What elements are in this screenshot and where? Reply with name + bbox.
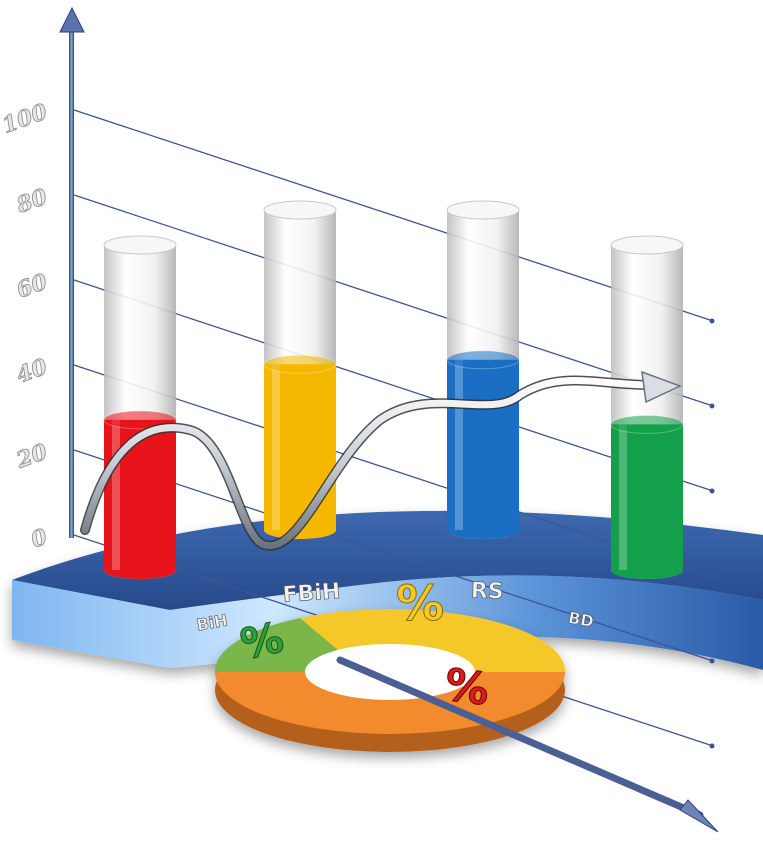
bar-highlight-BD [619, 424, 627, 570]
trend-arrow [80, 370, 682, 551]
bar-glass-top-BD [610, 235, 684, 255]
gridline-end-0 [709, 743, 715, 749]
x-axis-arrow [679, 799, 719, 833]
bar-fill-top-RS [446, 350, 520, 370]
bar-highlight-BiH [112, 419, 120, 570]
donut-slice-green [214, 618, 340, 672]
bar-highlight-RS [455, 359, 463, 530]
bar-fill-top-BD [610, 414, 684, 434]
y-tick-label-60: 60 [13, 268, 51, 303]
y-tick-label-0: 0 [28, 523, 52, 553]
x-axis [336, 656, 719, 833]
bar-glass-top-FBiH [263, 200, 337, 220]
bars [103, 200, 684, 579]
y-tick-label-100: 100 [0, 98, 51, 138]
gridline-end-20 [709, 658, 715, 664]
gridline-end-80 [709, 403, 715, 409]
y-axis [59, 6, 85, 538]
bar-glass-top-BiH [103, 235, 177, 255]
donut-slice-yellow [300, 609, 566, 672]
y-axis-line [69, 28, 74, 538]
y-tick-labels: 0 20 40 60 80 100 [0, 98, 52, 554]
bar-highlight-FBiH [272, 364, 280, 530]
category-label-BD: BD [567, 608, 595, 631]
gridline-20 [73, 449, 711, 661]
category-label-FBiH: FBiH [282, 579, 341, 608]
category-label-RS: RS [470, 578, 504, 604]
ring-percent-red: % [442, 659, 493, 716]
gridline-end-100 [709, 318, 715, 324]
gridline-end-60 [709, 488, 715, 494]
center-percent-symbol: % [396, 576, 444, 632]
bar-BD [610, 235, 684, 579]
donut [214, 609, 566, 752]
gridline-100 [73, 109, 711, 321]
y-tick-label-40: 40 [13, 353, 51, 388]
platform-top [12, 510, 763, 610]
bar-RS [446, 200, 520, 539]
donut-hole [305, 644, 475, 700]
gridline-40 [73, 364, 711, 576]
y-tick-label-80: 80 [12, 183, 51, 218]
gridline-60 [73, 279, 711, 491]
y-tick-label-20: 20 [12, 438, 51, 473]
x-axis-line [336, 656, 704, 819]
gridline-end-40 [709, 573, 715, 579]
gridlines [73, 109, 715, 749]
trend-line [81, 377, 654, 550]
bar-glass-top-RS [446, 200, 520, 220]
gridline-80 [73, 194, 711, 406]
bar-fill-top-FBiH [263, 354, 337, 374]
y-axis-arrow [59, 6, 85, 33]
bar-BiH [103, 235, 177, 579]
bar-fill-BD [611, 424, 683, 579]
trend-arrowhead [641, 370, 682, 404]
